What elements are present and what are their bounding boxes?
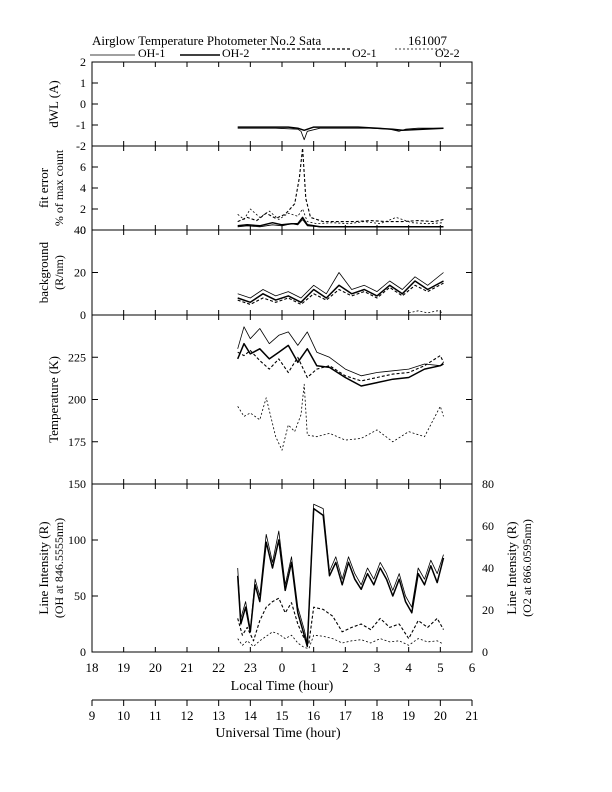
- y-axis-label: fit error: [36, 167, 51, 208]
- ut-tick-label: 15: [276, 708, 289, 723]
- x-tick-label: 20: [149, 660, 162, 675]
- ut-tick-label: 12: [181, 708, 194, 723]
- series-line-oh-2: [237, 216, 444, 228]
- y2-axis-label: Line Intensity (R): [504, 521, 519, 614]
- y-tick-label: 20: [74, 266, 86, 280]
- ut-tick-label: 10: [117, 708, 130, 723]
- y-tick-label: 200: [68, 393, 86, 407]
- series-line-o2-2: [237, 631, 444, 649]
- series-line-oh-1: [237, 272, 444, 299]
- y-axis-label: % of max count: [52, 149, 66, 226]
- x-tick-label: 5: [437, 660, 444, 675]
- legend: OH-1 OH-2 O2-1 O2-2: [90, 46, 460, 60]
- series-line-o2-1: [237, 147, 444, 223]
- series-line-oh-1: [237, 326, 444, 377]
- y-tick-label: 40: [74, 223, 86, 237]
- series-line-o2-2: [237, 383, 444, 451]
- ut-tick-label: 13: [212, 708, 225, 723]
- chart-date: 161007: [408, 33, 448, 48]
- panel-temperature: 175 200 225 Temperature (K): [46, 314, 473, 485]
- x-tick-label: 4: [405, 660, 412, 675]
- y-tick-label: 0: [80, 645, 86, 659]
- y-tick-label: 225: [68, 350, 86, 364]
- series-line-o2-1: [237, 597, 444, 644]
- y-axis-label: (OH at 846.5555nm): [52, 518, 66, 618]
- series-line-oh-2: [237, 342, 444, 387]
- plot-frame: [91, 61, 473, 147]
- ut-tick-label: 18: [371, 708, 384, 723]
- series-line-oh-2: [236, 507, 445, 648]
- ut-tick-label: 16: [307, 708, 321, 723]
- series-line-o2-1: [237, 349, 444, 382]
- ut-tick-label: 14: [244, 708, 258, 723]
- x-tick-label: 6: [469, 660, 476, 675]
- ut-tick-label: 11: [149, 708, 162, 723]
- y-tick-label: 0: [80, 223, 86, 237]
- y-tick-label: -1: [76, 118, 86, 132]
- y-tick-label: 1: [80, 76, 86, 90]
- ut-tick-label: 20: [434, 708, 447, 723]
- panel-fit-error: 0 2 4 6 fit error% of max count: [36, 145, 473, 237]
- legend-label-o21: O2-1: [352, 46, 377, 60]
- y-tick-label: 175: [68, 435, 86, 449]
- y-tick-label: -2: [76, 139, 86, 153]
- ut-tick-label: 21: [466, 708, 479, 723]
- y-tick-label: 150: [68, 477, 86, 491]
- y2-tick-label: 40: [482, 561, 494, 575]
- x-tick-label: 3: [374, 660, 381, 675]
- y-axis-label: background: [36, 241, 51, 303]
- y-tick-label: 6: [80, 160, 86, 174]
- x-tick-label: 19: [117, 660, 130, 675]
- y2-tick-label: 80: [482, 477, 494, 491]
- y-axis-label: Line Intensity (R): [36, 521, 51, 614]
- x-tick-label: 2: [342, 660, 349, 675]
- y-tick-label: 2: [80, 55, 86, 69]
- x-tick-label: 18: [86, 660, 99, 675]
- plot-frame: [91, 314, 473, 485]
- y-axis-label: Temperature (K): [46, 356, 61, 443]
- ut-tick-label: 19: [402, 708, 415, 723]
- ut-tick-label: 17: [339, 708, 353, 723]
- series-line-o2-2: [408, 310, 444, 314]
- ut-tick-label: 9: [89, 708, 96, 723]
- x-tick-label: 22: [212, 660, 225, 675]
- x-tick-label: 23: [244, 660, 257, 675]
- panel-dwl: -2 -1 0 1 2 dWL (A): [46, 55, 473, 153]
- series-line-o2-1: [237, 282, 444, 305]
- y-tick-label: 0: [80, 97, 86, 111]
- y-axis-label: (R/nm): [52, 255, 66, 290]
- series-line-oh-2: [237, 280, 444, 304]
- y2-tick-label: 0: [482, 645, 488, 659]
- x-tick-label: 21: [181, 660, 194, 675]
- ut-axis-label: Universal Time (hour): [215, 726, 341, 741]
- x-axis-label: Local Time (hour): [231, 679, 334, 694]
- x-tick-label: 0: [279, 660, 286, 675]
- series-line-oh-2: [237, 126, 444, 132]
- legend-label-o22: O2-2: [435, 46, 460, 60]
- legend-label-oh1: OH-1: [138, 46, 165, 60]
- y-tick-label: 0: [80, 308, 86, 322]
- y-axis-label: dWL (A): [46, 80, 61, 128]
- y-tick-label: 100: [68, 533, 86, 547]
- legend-label-oh2: OH-2: [222, 46, 249, 60]
- y2-tick-label: 60: [482, 519, 494, 533]
- plot-frame: [91, 229, 473, 316]
- panel-background: 0 20 40 background (R/nm): [36, 223, 473, 322]
- x-tick-label: 1: [310, 660, 317, 675]
- series-line-oh-1: [237, 503, 444, 644]
- y-tick-label: 2: [80, 202, 86, 216]
- y2-axis-label: (O2 at 866.0595nm): [520, 519, 534, 617]
- y-tick-label: 4: [80, 181, 86, 195]
- series-line-o2-2: [237, 208, 444, 225]
- chart-title: Airglow Temperature Photometer No.2 Sata: [92, 33, 322, 48]
- y2-tick-label: 20: [482, 603, 494, 617]
- y-tick-label: 50: [74, 589, 86, 603]
